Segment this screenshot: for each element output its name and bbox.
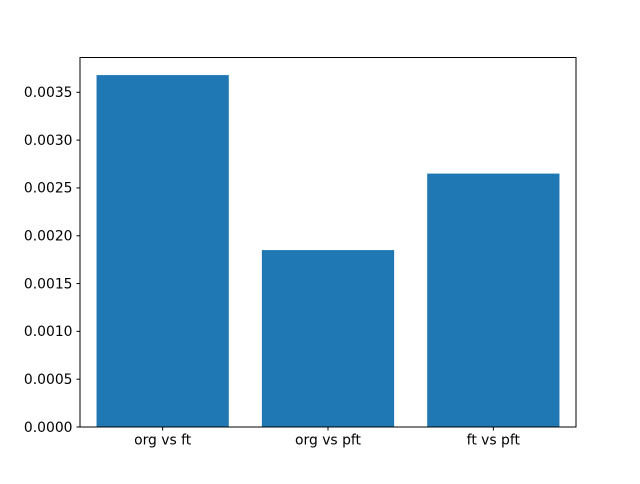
y-tick-label: 0.0000: [24, 420, 73, 436]
x-tick-label: org vs ft: [134, 433, 192, 449]
bar: [96, 75, 229, 427]
y-tick-label: 0.0005: [24, 372, 73, 388]
y-tick-label: 0.0035: [24, 85, 73, 101]
x-tick-label: org vs pft: [295, 433, 362, 449]
y-tick-label: 0.0010: [24, 324, 73, 340]
y-tick-label: 0.0030: [24, 133, 73, 149]
x-tick-label: ft vs pft: [467, 433, 521, 449]
bar: [261, 250, 395, 427]
bar: [427, 173, 560, 427]
y-tick-label: 0.0020: [24, 229, 73, 245]
y-tick-label: 0.0025: [24, 181, 73, 197]
y-tick-label: 0.0015: [24, 276, 73, 292]
